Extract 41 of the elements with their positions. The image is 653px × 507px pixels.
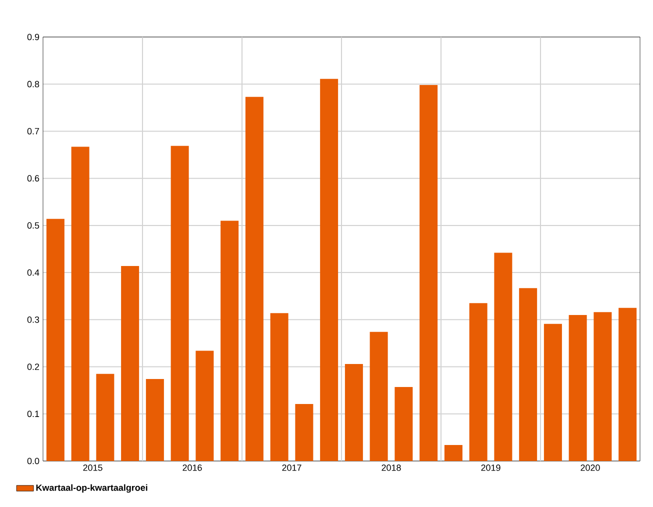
bar (469, 303, 488, 461)
bar (594, 312, 612, 461)
x-tick-label: 2019 (481, 464, 500, 471)
y-tick-label: 0.2 (27, 364, 40, 370)
bar (245, 96, 264, 461)
bar (320, 78, 338, 461)
y-tick-label: 0.6 (27, 175, 40, 182)
y-tick-label: 0.7 (27, 128, 40, 134)
bar (544, 324, 562, 461)
bar (394, 387, 413, 461)
x-tick-label: 2015 (83, 464, 102, 471)
bar (270, 313, 288, 461)
bar (494, 252, 512, 461)
bar (196, 350, 214, 461)
legend-label: Kwartaal-op-kwartaalgroei (36, 484, 148, 493)
y-tick-label: 0.0 (27, 458, 40, 464)
bar (444, 444, 462, 461)
y-tick-label: 0.3 (27, 316, 40, 323)
y-tick-label: 0.5 (27, 222, 40, 229)
bar (146, 379, 164, 461)
bar (295, 404, 314, 461)
bar (519, 288, 538, 461)
y-tick-label: 0.8 (27, 80, 40, 88)
x-tick-label: 2017 (282, 464, 302, 471)
y-tick-label: 0.1 (27, 410, 40, 418)
bar (46, 218, 64, 461)
bar (170, 146, 189, 461)
bar (96, 374, 114, 461)
bar (370, 332, 388, 461)
bar (618, 308, 637, 461)
bar (220, 220, 239, 461)
x-tick-label: 2020 (580, 464, 600, 471)
x-tick-label: 2018 (382, 464, 401, 471)
bar (420, 85, 438, 461)
bar (344, 364, 363, 461)
bar (121, 266, 140, 461)
bar (71, 146, 90, 461)
bar (568, 314, 587, 461)
y-tick-label: 0.9 (27, 34, 40, 40)
x-tick-label: 2016 (182, 464, 202, 471)
y-tick-label: 0.4 (27, 269, 40, 276)
